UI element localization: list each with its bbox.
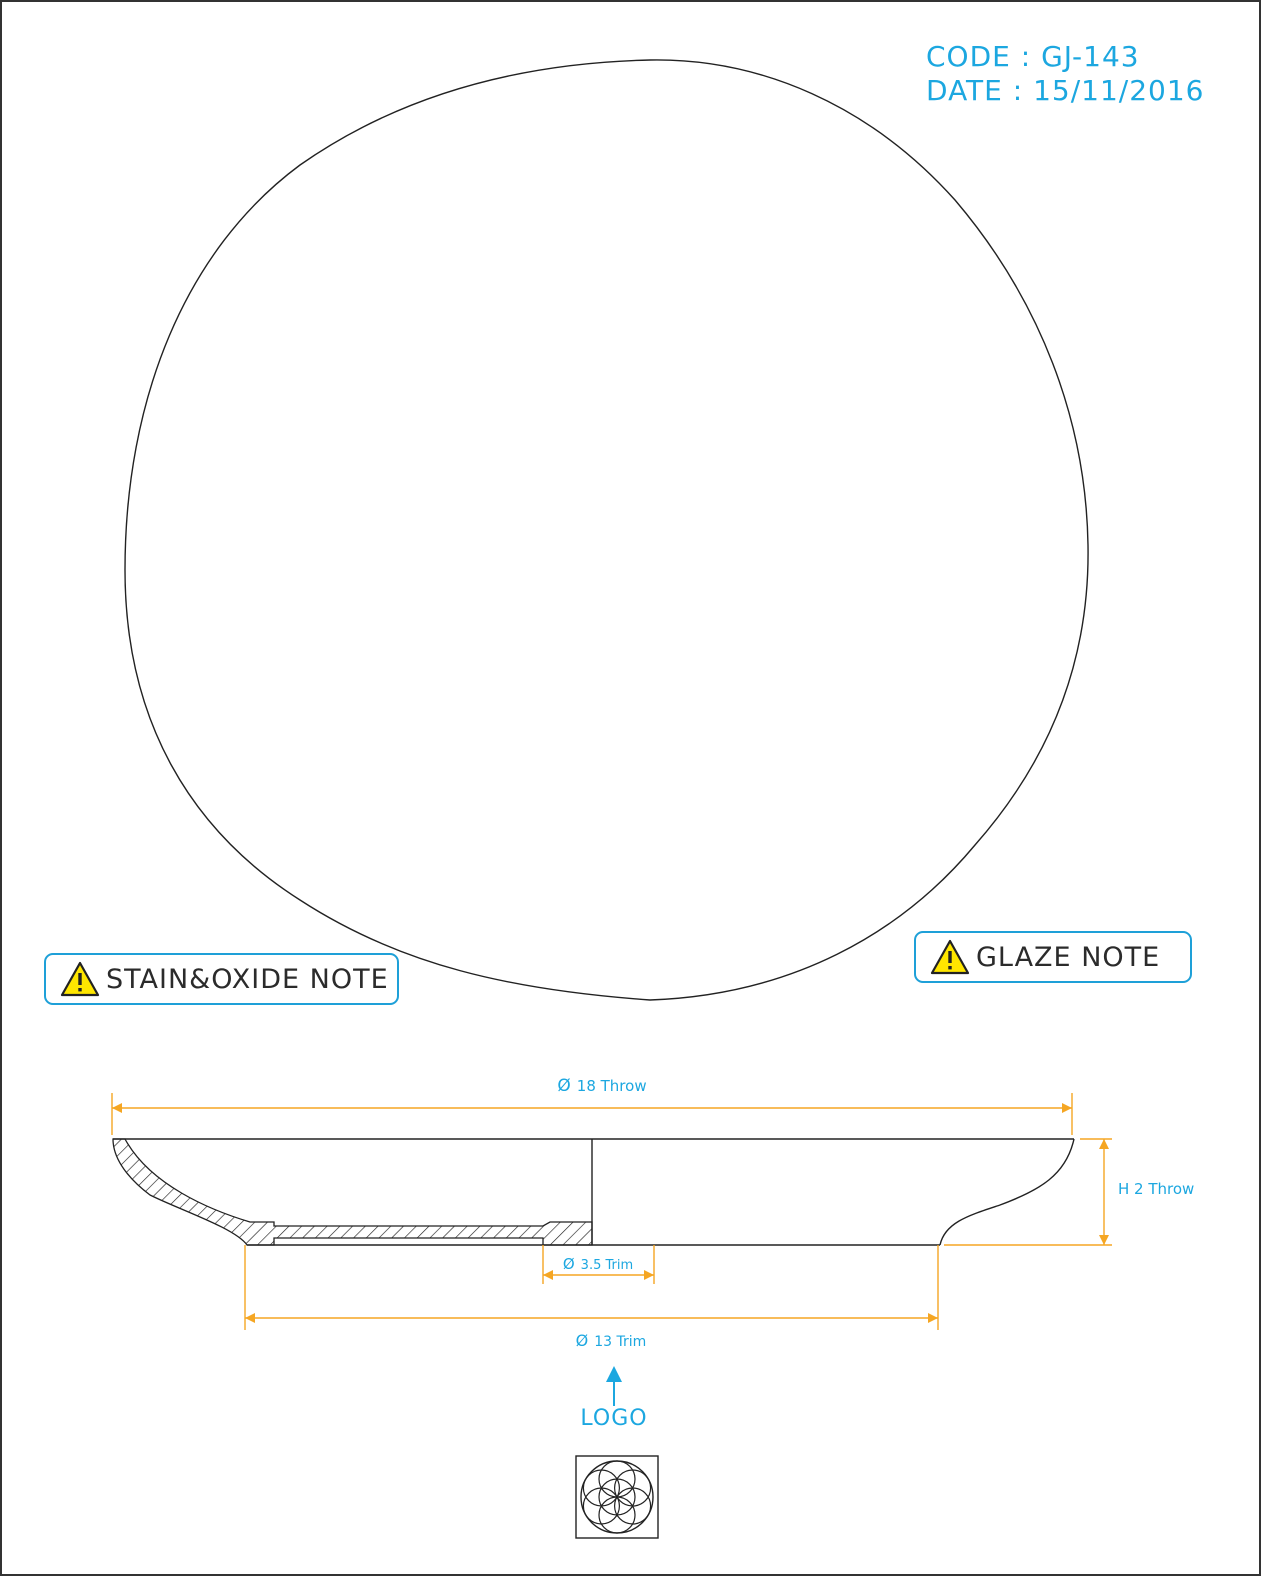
stain-oxide-note-label: STAIN&OXIDE NOTE: [106, 963, 389, 995]
warning-triangle-icon: [60, 961, 100, 997]
drawing-code: CODE : GJ-143: [926, 40, 1140, 73]
seed-of-life-icon: [575, 1455, 659, 1539]
warning-triangle-icon: [930, 939, 970, 975]
dimension-lines: [111, 1093, 1112, 1330]
glaze-note-button[interactable]: GLAZE NOTE: [914, 931, 1192, 983]
right-profile: [939, 1138, 1075, 1246]
section-cut-hatched: [112, 1138, 593, 1246]
drawing-date: DATE : 15/11/2016: [926, 74, 1205, 107]
top-view-outline: [124, 59, 1089, 1001]
throw-diameter-label: Ø 18 Throw: [557, 1076, 647, 1096]
logo-arrow: [606, 1366, 622, 1406]
foot-inner-label: Ø 3.5 Trim: [562, 1255, 634, 1273]
glaze-note-label: GLAZE NOTE: [976, 941, 1161, 973]
logo-label: LOGO: [580, 1406, 648, 1431]
foot-outer-label: Ø 13 Trim: [575, 1331, 647, 1350]
height-label: H 2 Throw: [1118, 1180, 1195, 1198]
section-view: [112, 1138, 1075, 1246]
stain-oxide-note-button[interactable]: STAIN&OXIDE NOTE: [44, 953, 399, 1005]
